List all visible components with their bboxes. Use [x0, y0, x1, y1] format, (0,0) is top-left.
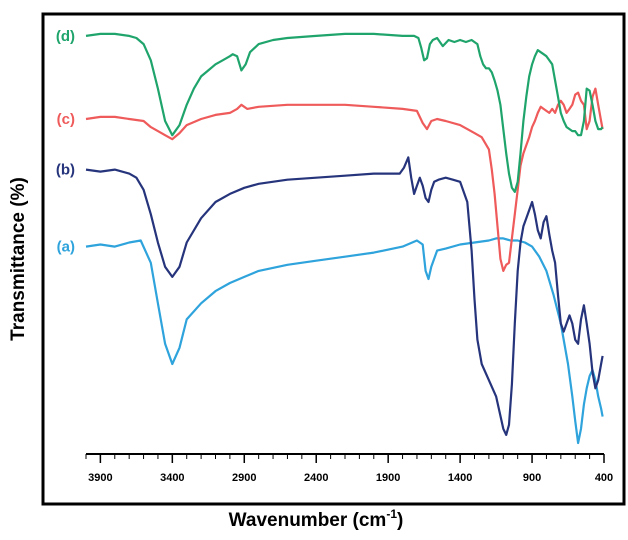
- series-lines: [85, 32, 604, 445]
- x-tick-label: 1400: [448, 472, 472, 484]
- x-tick-label: 3900: [88, 472, 112, 484]
- series-line-c: [85, 87, 604, 272]
- x-tick-label: 1900: [376, 472, 400, 484]
- x-tick-label: 900: [523, 472, 541, 484]
- x-tick-label: 2400: [304, 472, 328, 484]
- x-axis-label-tail: ): [397, 510, 403, 531]
- series-label-d: (d): [56, 28, 75, 45]
- x-tick-label: 2900: [232, 472, 256, 484]
- series-label-c: (c): [57, 111, 75, 128]
- series-line-a: [85, 237, 604, 445]
- series-label-b: (b): [56, 162, 75, 179]
- x-axis-label: Wavenumber (cm-1): [229, 507, 404, 531]
- x-tick-label: 3400: [160, 472, 184, 484]
- x-axis-label-main: Wavenumber (cm: [229, 510, 387, 531]
- series-line-d: [85, 32, 604, 193]
- series-label-a: (a): [57, 239, 75, 256]
- x-axis-label-superscript: -1: [386, 507, 397, 521]
- series-line-b: [85, 156, 604, 436]
- series-labels: (a) (b) (c) (d): [56, 28, 75, 256]
- plot-frame: [41, 12, 626, 506]
- y-axis-label: Transmittance (%): [8, 177, 29, 341]
- x-tick-label: 400: [595, 472, 613, 484]
- x-major-ticks: [99, 454, 605, 463]
- x-tick-labels: 3900 3400 2900 2400 1900 1400 900 400: [88, 472, 613, 484]
